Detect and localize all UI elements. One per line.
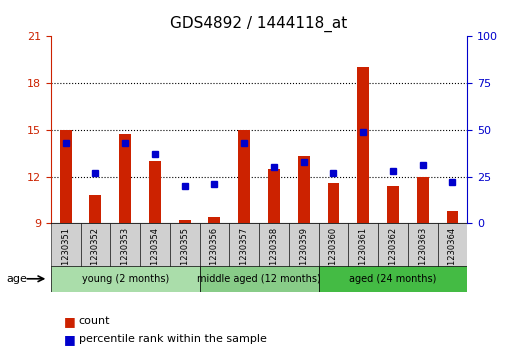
Bar bbox=[298, 156, 310, 223]
Bar bbox=[238, 130, 250, 223]
Text: young (2 months): young (2 months) bbox=[82, 274, 169, 284]
Bar bbox=[417, 176, 429, 223]
Bar bbox=[268, 169, 280, 223]
Text: aged (24 months): aged (24 months) bbox=[350, 274, 437, 284]
Text: ■: ■ bbox=[64, 315, 75, 328]
FancyBboxPatch shape bbox=[170, 223, 200, 267]
Bar bbox=[447, 211, 458, 223]
Text: percentile rank within the sample: percentile rank within the sample bbox=[79, 334, 267, 344]
FancyBboxPatch shape bbox=[259, 223, 289, 267]
Text: age: age bbox=[6, 274, 27, 284]
FancyBboxPatch shape bbox=[289, 223, 319, 267]
FancyBboxPatch shape bbox=[319, 223, 348, 267]
FancyBboxPatch shape bbox=[51, 223, 81, 267]
Text: GSM1230359: GSM1230359 bbox=[299, 227, 308, 283]
Bar bbox=[179, 220, 190, 223]
Text: GSM1230361: GSM1230361 bbox=[359, 227, 368, 283]
Text: GSM1230356: GSM1230356 bbox=[210, 227, 219, 283]
FancyBboxPatch shape bbox=[319, 266, 467, 292]
Title: GDS4892 / 1444118_at: GDS4892 / 1444118_at bbox=[171, 16, 347, 32]
FancyBboxPatch shape bbox=[110, 223, 140, 267]
FancyBboxPatch shape bbox=[437, 223, 467, 267]
FancyBboxPatch shape bbox=[229, 223, 259, 267]
Text: GSM1230358: GSM1230358 bbox=[269, 227, 278, 283]
FancyBboxPatch shape bbox=[200, 223, 229, 267]
Text: GSM1230351: GSM1230351 bbox=[61, 227, 70, 283]
FancyBboxPatch shape bbox=[200, 266, 319, 292]
Text: GSM1230354: GSM1230354 bbox=[150, 227, 160, 283]
Bar bbox=[208, 217, 220, 223]
Text: GSM1230353: GSM1230353 bbox=[121, 227, 130, 283]
Text: middle aged (12 months): middle aged (12 months) bbox=[197, 274, 321, 284]
Text: GSM1230363: GSM1230363 bbox=[418, 227, 427, 283]
FancyBboxPatch shape bbox=[348, 223, 378, 267]
Text: GSM1230360: GSM1230360 bbox=[329, 227, 338, 283]
Bar bbox=[60, 130, 72, 223]
Text: ■: ■ bbox=[64, 333, 75, 346]
FancyBboxPatch shape bbox=[408, 223, 437, 267]
FancyBboxPatch shape bbox=[81, 223, 110, 267]
Text: GSM1230364: GSM1230364 bbox=[448, 227, 457, 283]
Text: GSM1230357: GSM1230357 bbox=[240, 227, 249, 283]
FancyBboxPatch shape bbox=[140, 223, 170, 267]
FancyBboxPatch shape bbox=[378, 223, 408, 267]
Bar bbox=[387, 186, 399, 223]
Bar bbox=[328, 183, 339, 223]
Bar bbox=[149, 161, 161, 223]
Text: GSM1230352: GSM1230352 bbox=[91, 227, 100, 283]
FancyBboxPatch shape bbox=[51, 266, 200, 292]
Bar bbox=[89, 195, 102, 223]
Text: count: count bbox=[79, 316, 110, 326]
Text: GSM1230362: GSM1230362 bbox=[389, 227, 397, 283]
Bar bbox=[119, 134, 131, 223]
Text: GSM1230355: GSM1230355 bbox=[180, 227, 189, 283]
Bar bbox=[357, 68, 369, 223]
